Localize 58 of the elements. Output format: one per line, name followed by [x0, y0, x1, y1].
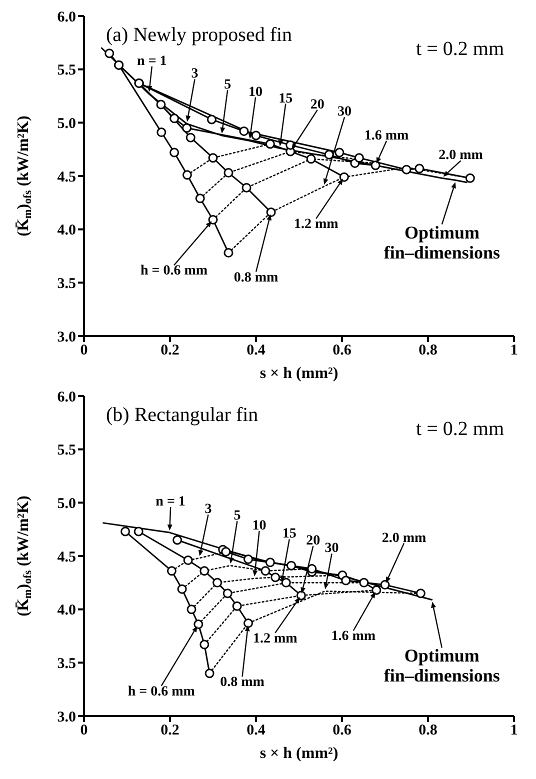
chart-title: (b) Rectangular fin: [106, 404, 258, 427]
x-tick-label: 0: [80, 342, 88, 359]
annotation: 1.2 mm: [294, 216, 339, 232]
y-tick-label: 5.5: [57, 62, 76, 79]
annotation: 30: [338, 104, 352, 120]
y-tick-label: 4.5: [57, 549, 76, 566]
x-axis-title: s × h (mm²): [260, 745, 338, 762]
x-axis-title: s × h (mm²): [260, 365, 338, 382]
annotation: 10: [252, 518, 266, 533]
x-tick-label: 0.2: [160, 342, 180, 359]
annotation: 5: [234, 508, 241, 524]
y-tick-label: 5.0: [57, 116, 76, 132]
y-tick-label: 4.5: [57, 169, 76, 186]
y-tick-label: 3.0: [57, 329, 76, 346]
annotation: 10: [248, 84, 263, 100]
x-tick-label: 0.4: [246, 342, 266, 359]
x-tick-label: 0.6: [332, 722, 352, 739]
x-tick-label: 0.8: [418, 722, 438, 739]
y-tick-label: 3.5: [57, 276, 76, 292]
annotation: 2.0 mm: [438, 148, 484, 163]
annotation: n = 1: [137, 53, 167, 68]
annotation: 2.0 mm: [382, 530, 426, 546]
x-tick-label: 0.2: [160, 722, 180, 739]
annotation: 15: [282, 526, 296, 542]
annotation: t = 0.2 mm: [416, 38, 504, 61]
y-tick-label: 6.0: [57, 389, 76, 406]
annotation: 20: [306, 532, 320, 548]
x-tick-label: 0.8: [418, 342, 438, 359]
annotation: 20: [310, 96, 324, 112]
y-tick-label: 3.5: [57, 656, 76, 672]
annotation: 1.6 mm: [331, 628, 376, 644]
annotation: Optimum fin–dimensions: [384, 646, 500, 686]
annotation: 1.2 mm: [252, 630, 298, 646]
annotation: h = 0.6 mm: [128, 684, 196, 699]
y-tick-label: 4.0: [57, 602, 76, 619]
x-tick-label: 0.6: [332, 342, 352, 359]
x-tick-label: 0.4: [246, 722, 266, 739]
annotation: 30: [324, 540, 339, 556]
y-tick-label: 6.0: [57, 9, 76, 26]
annotation: 1.6 mm: [364, 128, 410, 143]
x-tick-label: 1: [510, 342, 518, 359]
chart-title: (a) Newly proposed fin: [106, 24, 292, 47]
annotation: 3: [191, 66, 198, 82]
annotation: t = 0.2 mm: [416, 418, 504, 441]
annotation: Optimum fin–dimensions: [384, 222, 500, 262]
y-tick-label: 3.0: [57, 709, 76, 726]
x-tick-label: 0: [80, 722, 88, 739]
annotation: h = 0.6 mm: [140, 263, 208, 278]
annotation: 5: [224, 76, 232, 92]
y-tick-label: 5.0: [57, 496, 76, 512]
annotation: n = 1: [156, 494, 186, 510]
y-tick-label: 4.0: [57, 222, 76, 239]
annotation: 3: [204, 502, 212, 517]
annotation: 0.8 mm: [234, 270, 279, 285]
annotation: 0.8 mm: [220, 674, 265, 690]
x-tick-label: 1: [510, 722, 518, 739]
annotation: 15: [278, 90, 293, 106]
y-tick-label: 5.5: [57, 442, 76, 459]
